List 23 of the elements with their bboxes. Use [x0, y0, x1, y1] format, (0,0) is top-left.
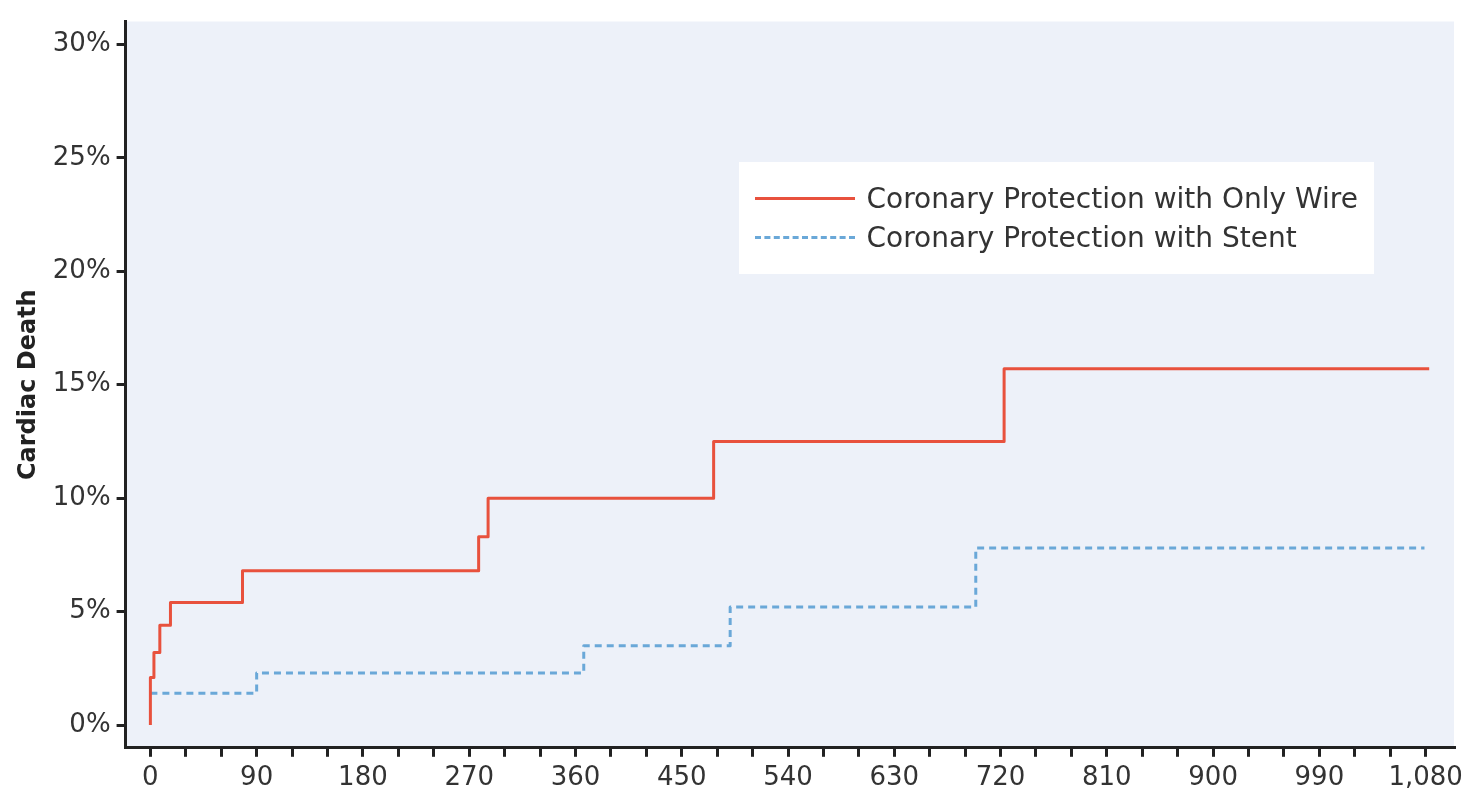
- x-tick-label: 360: [550, 761, 601, 792]
- x-tick-label: 540: [763, 761, 813, 792]
- x-tick-label: 450: [656, 761, 707, 792]
- y-tick-label: 0%: [69, 707, 111, 738]
- x-tick-label: 0: [142, 761, 159, 792]
- legend-label: Coronary Protection with Stent: [866, 220, 1297, 254]
- y-tick-label: 10%: [52, 480, 111, 511]
- x-tick-label: 720: [975, 761, 1026, 792]
- x-tick-label: 900: [1188, 761, 1238, 792]
- y-tick-label: 30%: [52, 27, 111, 58]
- x-tick-label: 630: [869, 761, 920, 792]
- y-tick-label: 20%: [52, 253, 111, 284]
- y-tick-label: 15%: [52, 367, 111, 398]
- y-axis-title: Cardiac Death: [12, 289, 41, 481]
- x-tick-label: 1,080: [1388, 761, 1463, 792]
- y-tick-label: 5%: [69, 594, 111, 625]
- x-tick-label: 810: [1082, 761, 1132, 792]
- x-tick-label: 90: [240, 761, 274, 792]
- x-tick-label: 990: [1294, 761, 1345, 792]
- y-tick-label: 25%: [52, 140, 111, 171]
- x-tick-label: 270: [444, 761, 495, 792]
- legend-label: Coronary Protection with Only Wire: [866, 181, 1358, 215]
- x-tick-label: 180: [338, 761, 388, 792]
